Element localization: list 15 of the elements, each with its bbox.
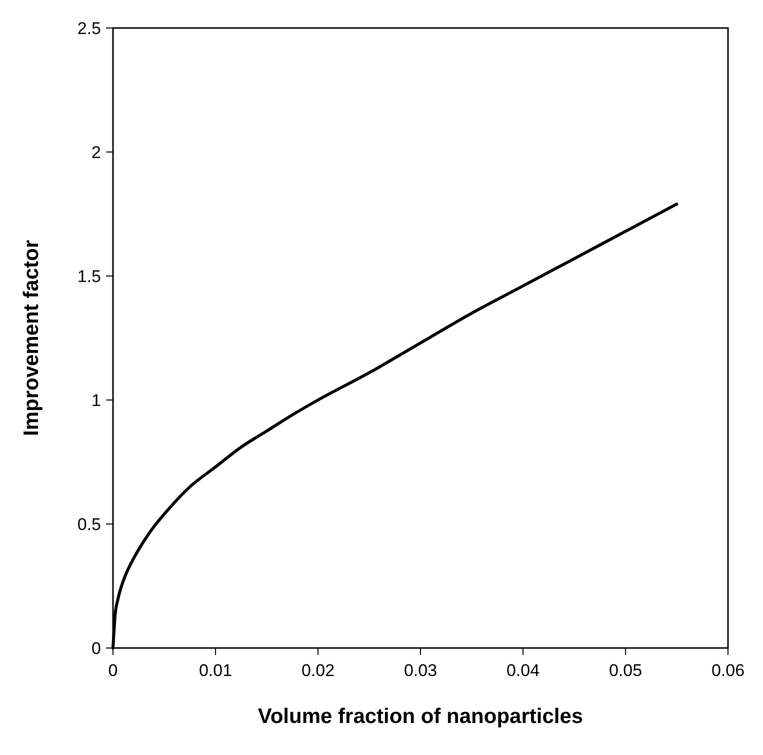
x-tick-label: 0.03 [404,661,438,680]
y-tick-label: 2.5 [77,18,101,38]
x-tick-label: 0.02 [301,661,335,680]
y-tick-label: 1.5 [77,266,101,286]
x-tick-label: 0.01 [198,661,232,680]
y-tick-label: 1 [92,390,101,410]
x-tick-label: 0.06 [711,661,745,680]
y-tick-label: 0.5 [77,514,101,534]
x-tick-label: 0.05 [608,661,642,680]
y-tick-label: 2 [92,142,101,162]
x-tick-label: 0.04 [506,661,540,680]
x-axis-title: Volume fraction of nanoparticles [258,705,584,728]
y-axis-title: Improvement factor [20,240,43,436]
y-tick-label: 0 [92,638,101,658]
x-tick-label: 0 [108,661,118,680]
